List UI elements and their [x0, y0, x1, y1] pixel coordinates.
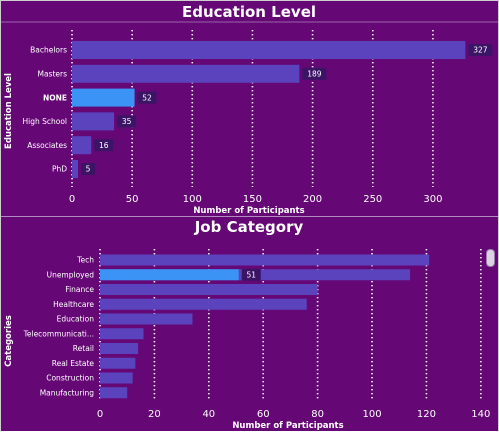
bar: [72, 160, 79, 178]
data-label-box: [81, 163, 96, 175]
x-tick-label: 120: [417, 409, 436, 420]
category-label: Healthcare: [53, 300, 94, 309]
bar: [100, 313, 193, 325]
category-label: Retail: [73, 344, 94, 353]
x-tick-label: 150: [243, 194, 262, 205]
category-label: Education: [57, 315, 95, 324]
bar: [100, 298, 307, 310]
bar-highlight: [100, 269, 239, 281]
data-label: 5: [86, 165, 91, 174]
chart-title: Education Level: [182, 3, 316, 21]
category-label: Manufacturing: [40, 388, 95, 397]
x-tick-label: 140: [471, 409, 490, 420]
x-axis-title: Number of Participants: [193, 206, 304, 216]
y-axis-title: Categories: [4, 315, 14, 367]
education-level-visual[interactable]: Education Level Number of Participants E…: [1, 1, 498, 216]
plot-area: 0 20 40 60 80 100 120 140 Tech Unemployed 51 Financ…: [23, 249, 490, 420]
bar: [72, 112, 115, 131]
category-label: Telecommunicati...: [23, 329, 94, 338]
bar: [100, 372, 133, 384]
x-tick-label: 250: [363, 194, 382, 205]
bar: [100, 343, 139, 354]
data-label: 327: [473, 46, 488, 55]
chart-title: Job Category: [194, 218, 304, 236]
category-label: High School: [22, 117, 67, 126]
x-tick-label: 50: [126, 194, 139, 205]
data-label: 189: [307, 70, 322, 79]
data-label-box: [241, 268, 261, 281]
data-label: 35: [122, 117, 132, 126]
x-tick-label: 100: [183, 194, 202, 205]
x-tick-label: 20: [148, 409, 161, 420]
vertical-scrollbar-thumb[interactable]: [486, 249, 495, 267]
y-axis-title: Education Level: [4, 73, 14, 149]
plot-area: 0 50 100 150 200 250 300 Bachelors 327 Masters 189…: [22, 30, 493, 205]
x-tick-label: 0: [69, 194, 75, 205]
data-label-box: [468, 44, 493, 56]
x-tick-label: 40: [202, 409, 215, 420]
bar: [72, 88, 135, 107]
data-label-box: [137, 91, 157, 104]
bar: [72, 136, 92, 155]
category-label: Finance: [65, 285, 94, 294]
x-axis-title: Number of Participants: [232, 421, 343, 431]
category-label: PhD: [52, 165, 67, 174]
category-label: Real Estate: [52, 359, 95, 368]
data-label: 52: [142, 93, 152, 102]
category-label: Construction: [46, 374, 94, 383]
bar: [100, 328, 144, 340]
bar: [72, 64, 300, 83]
bar: [100, 357, 136, 369]
category-label: NONE: [43, 93, 67, 102]
category-label: Unemployed: [47, 270, 95, 279]
data-label-box: [117, 115, 137, 128]
job-category-visual[interactable]: Job Category Number of Participants Cate…: [1, 216, 498, 431]
data-label-box: [302, 67, 327, 80]
x-tick-label: 200: [303, 194, 322, 205]
x-tick-label: 60: [257, 409, 270, 420]
data-label: 51: [246, 270, 256, 279]
x-tick-label: 80: [311, 409, 324, 420]
job-category-chart[interactable]: Job Category Number of Participants Cate…: [1, 217, 498, 431]
x-tick-label: 100: [362, 409, 381, 420]
education-level-chart[interactable]: Education Level Number of Participants E…: [1, 1, 498, 216]
category-label: Associates: [27, 141, 67, 150]
bar: [72, 41, 466, 59]
data-label-box: [94, 139, 114, 152]
bar: [100, 284, 318, 295]
data-label: 16: [99, 141, 109, 150]
x-tick-label: 300: [423, 194, 442, 205]
x-tick-label: 0: [97, 409, 103, 420]
category-label: Tech: [76, 256, 94, 265]
category-label: Bachelors: [30, 46, 67, 55]
bar: [100, 254, 430, 266]
bar: [100, 387, 128, 399]
category-label: Masters: [37, 70, 67, 79]
